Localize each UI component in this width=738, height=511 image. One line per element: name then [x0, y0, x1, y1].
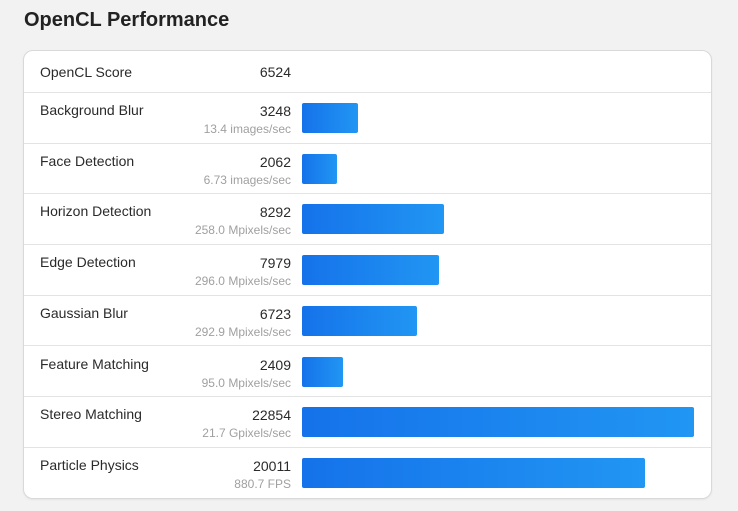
benchmark-label: Stereo Matching — [40, 406, 142, 423]
benchmark-row: Particle Physics 20011 880.7 FPS — [24, 448, 711, 498]
benchmark-card: OpenCL Score 6524 Background Blur 3248 13.… — [23, 50, 712, 499]
benchmark-throughput: 296.0 Mpixels/sec — [194, 274, 291, 289]
page-title: OpenCL Performance — [24, 9, 230, 31]
benchmark-throughput: 13.4 images/sec — [203, 122, 291, 136]
benchmark-label: Horizon Detection — [40, 203, 152, 220]
benchmark-row: Background Blur 3248 13.4 images/sec — [24, 93, 711, 144]
benchmark-score: 2062 — [259, 153, 291, 170]
benchmark-label: Gaussian Blur — [40, 304, 128, 321]
benchmark-throughput: 21.7 Gpixels/sec — [202, 426, 291, 441]
benchmark-score: 2409 — [259, 356, 291, 373]
score-bar — [302, 457, 645, 488]
score-bar — [302, 305, 417, 336]
benchmark-score: 8292 — [259, 204, 291, 221]
benchmark-throughput: 258.0 Mpixels/sec — [194, 223, 291, 238]
benchmark-score: 6723 — [259, 305, 291, 322]
score-bar — [302, 153, 337, 184]
benchmark-label: Feature Matching — [40, 355, 149, 372]
summary-label: OpenCL Score — [40, 64, 133, 80]
summary-score: 6524 — [259, 64, 291, 80]
benchmark-throughput: 292.9 Mpixels/sec — [194, 324, 291, 339]
score-bar — [302, 356, 343, 387]
benchmark-label: Particle Physics — [40, 456, 139, 473]
score-bar — [302, 255, 439, 286]
benchmark-score: 3248 — [259, 103, 291, 119]
summary-row: OpenCL Score 6524 — [24, 51, 711, 93]
benchmark-label: Background Blur — [40, 102, 144, 118]
benchmark-throughput: 880.7 FPS — [234, 476, 291, 491]
benchmark-label: Face Detection — [40, 152, 135, 169]
benchmark-row: Gaussian Blur 6723 292.9 Mpixels/sec — [24, 296, 711, 347]
score-bar — [302, 204, 444, 235]
benchmark-row: Feature Matching 2409 95.0 Mpixels/sec — [24, 347, 711, 398]
benchmark-row: Horizon Detection 8292 258.0 Mpixels/sec — [24, 194, 711, 246]
benchmark-score: 22854 — [252, 407, 291, 424]
benchmark-score: 7979 — [259, 255, 291, 272]
benchmark-row: Face Detection 2062 6.73 images/sec — [24, 144, 711, 195]
benchmark-score: 20011 — [253, 457, 291, 474]
benchmark-throughput: 6.73 images/sec — [203, 172, 291, 187]
benchmark-label: Edge Detection — [40, 254, 136, 271]
benchmark-row: Edge Detection 7979 296.0 Mpixels/sec — [24, 245, 711, 296]
score-bar — [302, 407, 694, 438]
benchmark-row: Stereo Matching 22854 21.7 Gpixels/sec — [24, 397, 711, 448]
score-bar — [302, 103, 358, 133]
benchmark-throughput: 95.0 Mpixels/sec — [201, 375, 291, 390]
